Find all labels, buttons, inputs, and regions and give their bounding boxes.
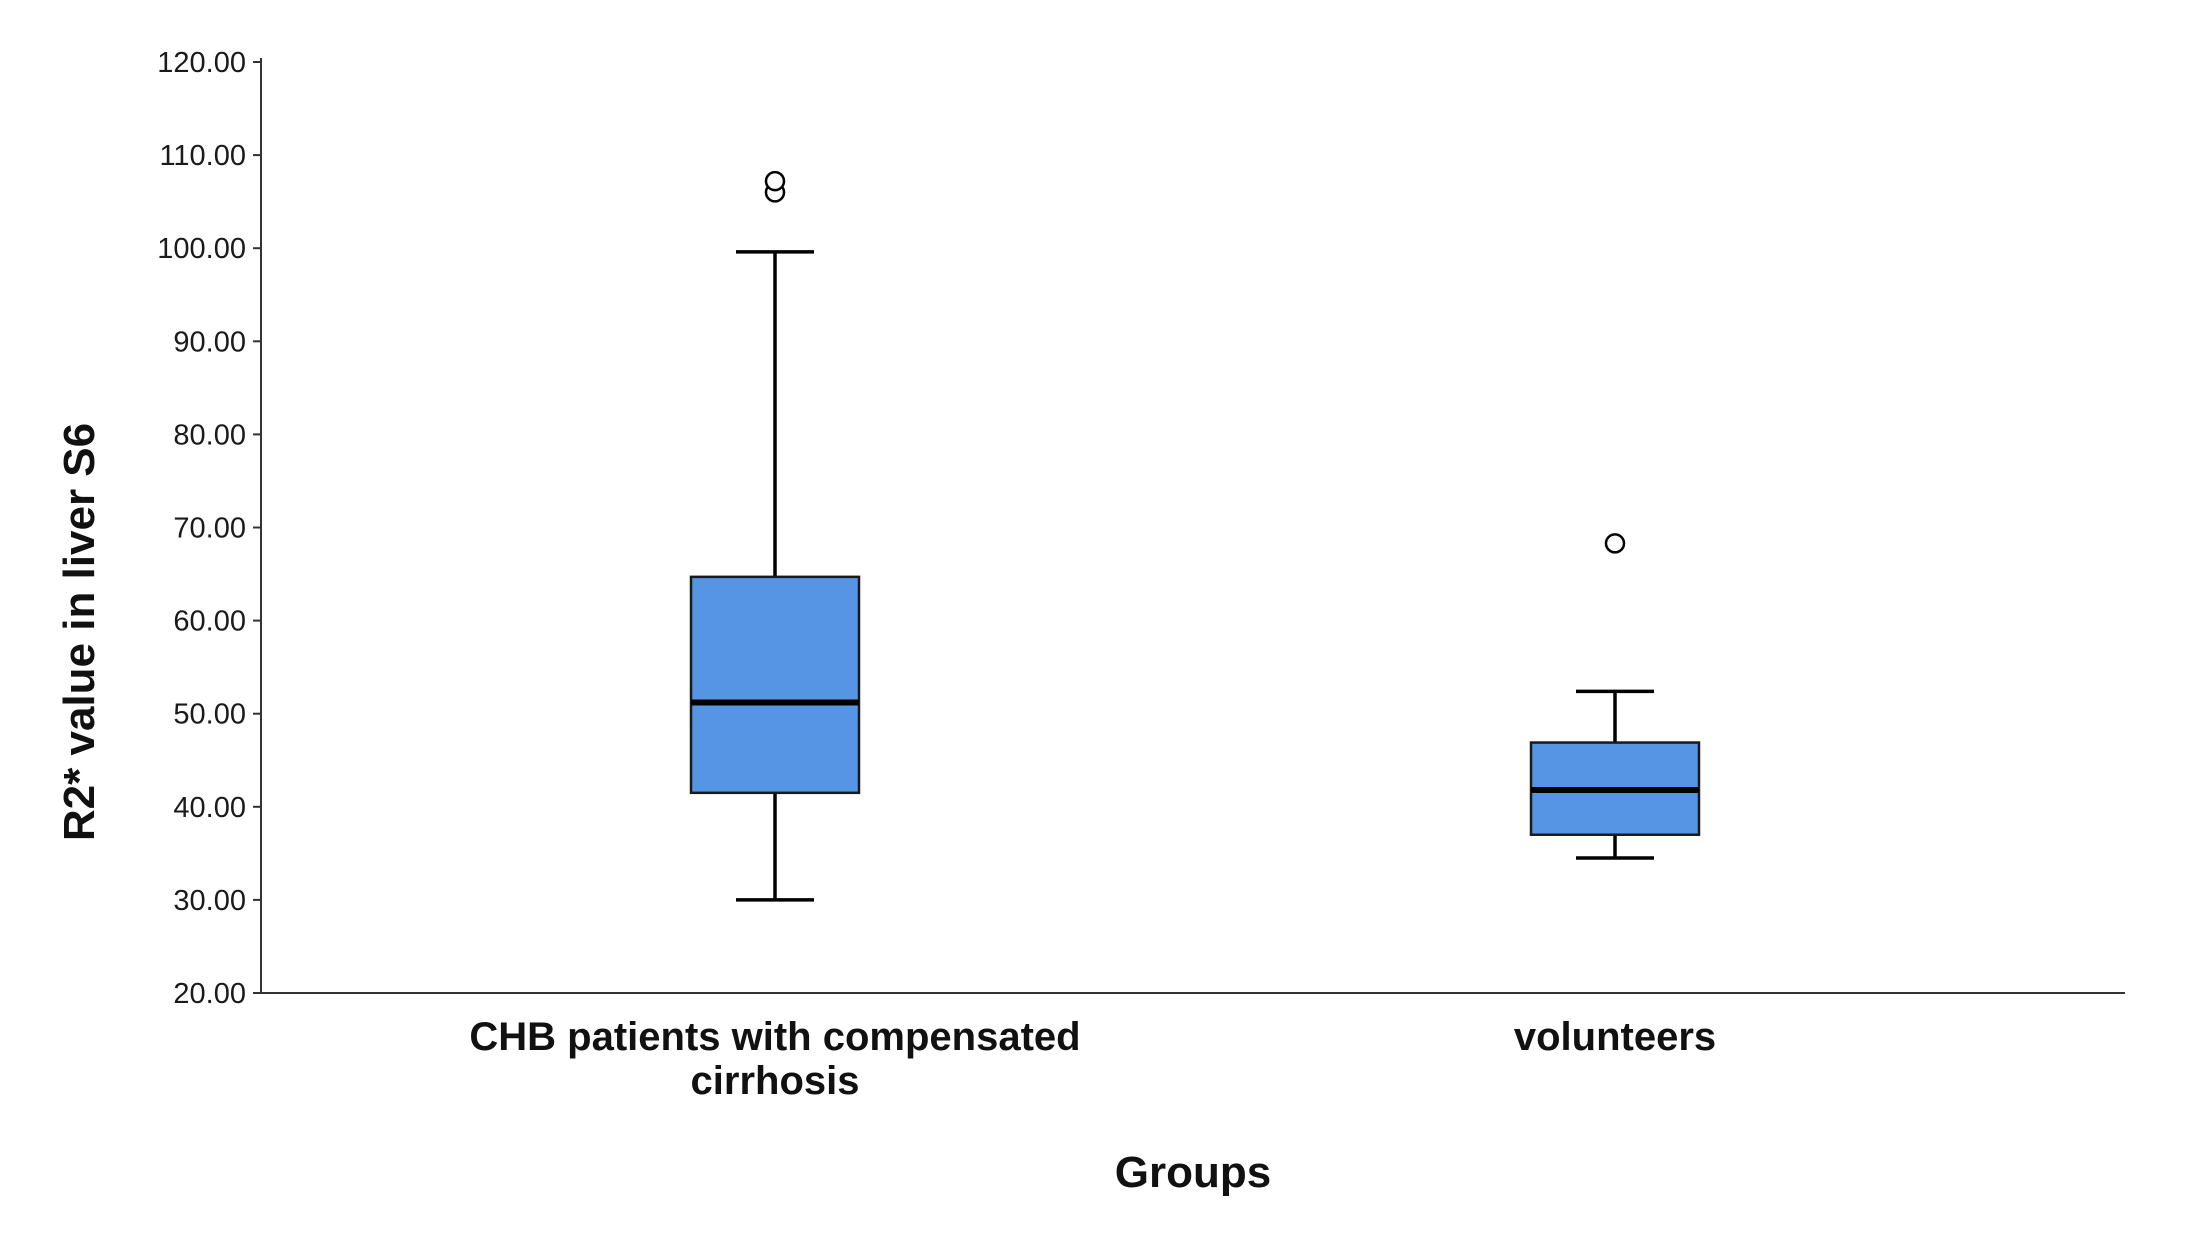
y-tick-label: 40.00	[173, 792, 246, 824]
y-tick-label: 120.00	[157, 47, 246, 79]
y-ticks-layer: 20.00 30.00 40.00 50.00 60.00 70.00 80.00 90.00…	[157, 47, 261, 1010]
y-tick-label: 50.00	[173, 699, 246, 731]
outlier-point	[764, 170, 786, 192]
boxes-layer	[689, 170, 1701, 902]
x-category-label: CHB patients with compensated	[469, 1015, 1080, 1059]
iqr-box	[689, 575, 861, 795]
y-tick-label: 30.00	[173, 885, 246, 917]
y-axis-title: R2* value in liver S6	[55, 423, 104, 841]
outlier-point	[1604, 533, 1626, 554]
y-tick-label: 80.00	[173, 419, 246, 451]
x-category-label: volunteers	[1514, 1015, 1716, 1059]
x-category-label: cirrhosis	[691, 1059, 860, 1103]
y-tick-label: 60.00	[173, 606, 246, 638]
y-tick-label: 110.00	[159, 140, 246, 172]
box-group	[1529, 533, 1701, 860]
box-group	[689, 170, 861, 902]
axes-layer	[260, 58, 2125, 994]
y-tick-label: 20.00	[173, 978, 246, 1010]
y-tick-label: 70.00	[173, 513, 246, 545]
y-tick-label: 100.00	[157, 233, 246, 265]
x-axis-title: Groups	[1115, 1148, 1271, 1197]
y-tick-label: 90.00	[173, 326, 246, 358]
